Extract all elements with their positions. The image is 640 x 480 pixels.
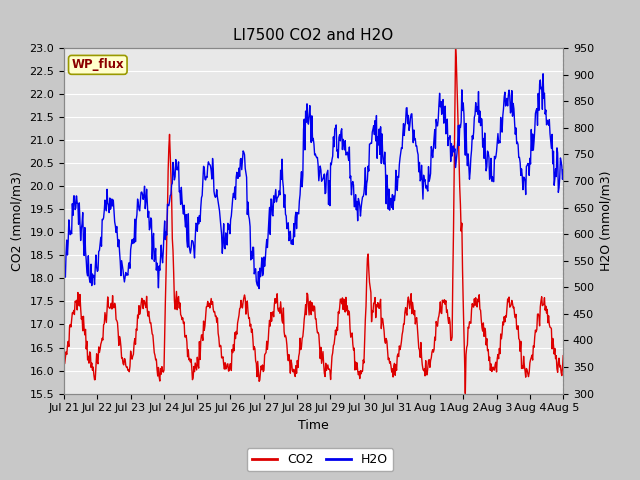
- Legend: CO2, H2O: CO2, H2O: [247, 448, 393, 471]
- Y-axis label: H2O (mmol/m3): H2O (mmol/m3): [600, 170, 612, 271]
- Title: LI7500 CO2 and H2O: LI7500 CO2 and H2O: [234, 28, 394, 43]
- X-axis label: Time: Time: [298, 419, 329, 432]
- Text: WP_flux: WP_flux: [72, 59, 124, 72]
- Y-axis label: CO2 (mmol/m3): CO2 (mmol/m3): [11, 171, 24, 271]
